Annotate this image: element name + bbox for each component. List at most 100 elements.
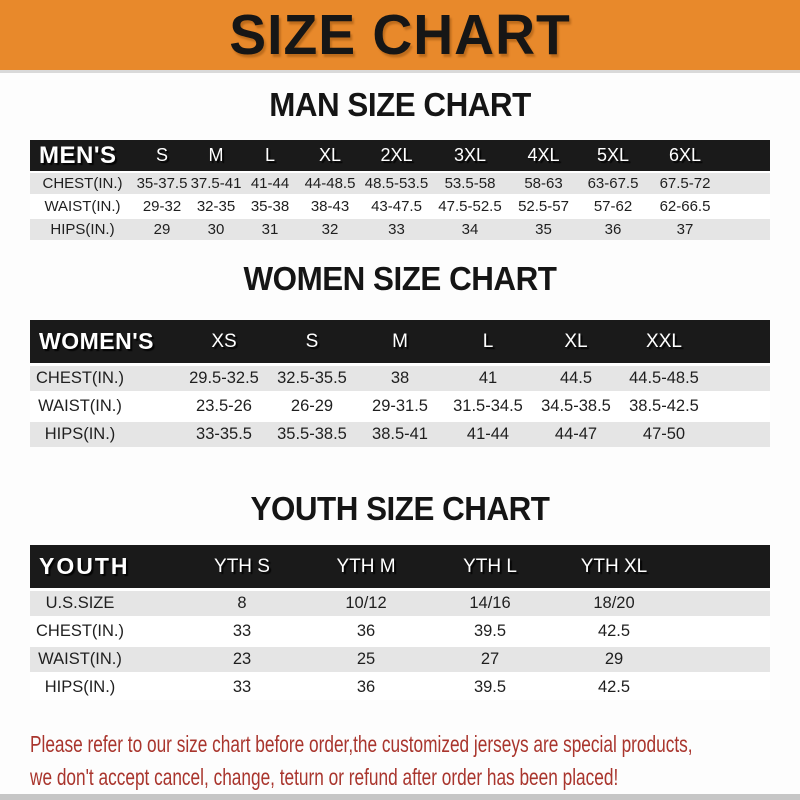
size-value: 47.5-52.5 xyxy=(430,194,510,218)
order-disclaimer: Please refer to our size chart before or… xyxy=(30,728,693,794)
size-value: 14/16 xyxy=(428,588,552,618)
page-title: SIZE CHART xyxy=(229,3,571,67)
size-value: 36 xyxy=(577,217,649,240)
men-chest-row: CHEST(IN.) 35-37.5 37.5-41 41-44 44-48.5… xyxy=(30,171,770,195)
filler-cell xyxy=(676,616,770,646)
men-col-header-m: M xyxy=(189,140,243,172)
size-value: 44.5 xyxy=(532,363,620,393)
size-value: 36 xyxy=(304,672,428,700)
youth-col-header-l: YTH L xyxy=(428,545,552,590)
row-label: WAIST(IN.) xyxy=(30,194,135,218)
size-value: 67.5-72 xyxy=(649,171,721,195)
size-value: 29 xyxy=(552,644,676,674)
women-size-table: WOMEN'S XS S M L XL XXL CHEST(IN.) 29.5-… xyxy=(30,320,770,447)
youth-header-row: YOUTH YTH S YTH M YTH L YTH XL xyxy=(30,545,770,590)
men-header-row: MEN'S S M L XL 2XL 3XL 4XL 5XL 6XL xyxy=(30,140,770,172)
row-label: HIPS(IN.) xyxy=(30,672,180,700)
women-col-header-xxl: XXL xyxy=(620,320,708,365)
youth-ussize-row: U.S.SIZE 8 10/12 14/16 18/20 xyxy=(30,588,770,618)
size-value: 44-48.5 xyxy=(297,171,363,195)
youth-hips-row: HIPS(IN.) 33 36 39.5 42.5 xyxy=(30,672,770,700)
women-col-header-xs: XS xyxy=(180,320,268,365)
youth-col-header-m: YTH M xyxy=(304,545,428,590)
size-value: 25 xyxy=(304,644,428,674)
size-value: 29-31.5 xyxy=(356,391,444,421)
size-value: 38 xyxy=(356,363,444,393)
banner: SIZE CHART xyxy=(0,0,800,73)
disclaimer-line-2: we don't accept cancel, change, teturn o… xyxy=(30,764,619,790)
men-col-header-xl: XL xyxy=(297,140,363,172)
men-col-header-4xl: 4XL xyxy=(510,140,577,172)
row-label: U.S.SIZE xyxy=(30,588,180,618)
size-value: 39.5 xyxy=(428,616,552,646)
women-col-header-s: S xyxy=(268,320,356,365)
size-value: 41-44 xyxy=(444,419,532,447)
size-value: 32-35 xyxy=(189,194,243,218)
size-value: 31.5-34.5 xyxy=(444,391,532,421)
size-value: 39.5 xyxy=(428,672,552,700)
size-value: 34 xyxy=(430,217,510,240)
women-waist-row: WAIST(IN.) 23.5-26 26-29 29-31.5 31.5-34… xyxy=(30,391,770,421)
women-section-heading: WOMEN SIZE CHART xyxy=(243,260,557,297)
size-value: 35-37.5 xyxy=(135,171,189,195)
men-col-header-2xl: 2XL xyxy=(363,140,430,172)
size-value: 43-47.5 xyxy=(363,194,430,218)
youth-table-title: YOUTH xyxy=(30,545,180,590)
youth-waist-row: WAIST(IN.) 23 25 27 29 xyxy=(30,644,770,674)
size-value: 48.5-53.5 xyxy=(363,171,430,195)
size-value: 29.5-32.5 xyxy=(180,363,268,393)
size-value: 52.5-57 xyxy=(510,194,577,218)
men-hips-row: HIPS(IN.) 29 30 31 32 33 34 35 36 37 xyxy=(30,217,770,240)
women-col-header-l: L xyxy=(444,320,532,365)
size-value: 30 xyxy=(189,217,243,240)
size-value: 32 xyxy=(297,217,363,240)
row-label: HIPS(IN.) xyxy=(30,217,135,240)
women-hips-row: HIPS(IN.) 33-35.5 35.5-38.5 38.5-41 41-4… xyxy=(30,419,770,447)
youth-col-header-s: YTH S xyxy=(180,545,304,590)
size-value: 33 xyxy=(180,672,304,700)
row-label: WAIST(IN.) xyxy=(30,391,180,421)
size-value: 37 xyxy=(649,217,721,240)
size-value: 27 xyxy=(428,644,552,674)
size-value: 63-67.5 xyxy=(577,171,649,195)
row-label: HIPS(IN.) xyxy=(30,419,180,447)
size-value: 23 xyxy=(180,644,304,674)
size-value: 58-63 xyxy=(510,171,577,195)
size-value: 37.5-41 xyxy=(189,171,243,195)
filler-cell xyxy=(676,588,770,618)
filler-cell xyxy=(721,194,770,218)
filler-cell xyxy=(676,644,770,674)
size-value: 18/20 xyxy=(552,588,676,618)
filler-cell xyxy=(708,391,770,421)
size-value: 44.5-48.5 xyxy=(620,363,708,393)
youth-chest-row: CHEST(IN.) 33 36 39.5 42.5 xyxy=(30,616,770,646)
women-table-title: WOMEN'S xyxy=(30,320,180,365)
size-value: 35-38 xyxy=(243,194,297,218)
disclaimer-line-1: Please refer to our size chart before or… xyxy=(30,731,693,757)
men-size-table: MEN'S S M L XL 2XL 3XL 4XL 5XL 6XL CHEST… xyxy=(30,140,770,240)
filler-cell xyxy=(708,363,770,393)
size-value: 57-62 xyxy=(577,194,649,218)
row-label: CHEST(IN.) xyxy=(30,616,180,646)
filler-cell xyxy=(676,672,770,700)
youth-col-header-xl: YTH XL xyxy=(552,545,676,590)
filler-cell xyxy=(676,545,770,590)
size-value: 41 xyxy=(444,363,532,393)
size-value: 29-32 xyxy=(135,194,189,218)
filler-cell xyxy=(708,320,770,365)
size-value: 8 xyxy=(180,588,304,618)
men-col-header-5xl: 5XL xyxy=(577,140,649,172)
image-bottom-edge xyxy=(0,794,800,800)
size-value: 23.5-26 xyxy=(180,391,268,421)
women-chest-row: CHEST(IN.) 29.5-32.5 32.5-35.5 38 41 44.… xyxy=(30,363,770,393)
size-value: 33 xyxy=(363,217,430,240)
women-col-header-m: M xyxy=(356,320,444,365)
size-value: 47-50 xyxy=(620,419,708,447)
men-waist-row: WAIST(IN.) 29-32 32-35 35-38 38-43 43-47… xyxy=(30,194,770,218)
size-value: 31 xyxy=(243,217,297,240)
filler-cell xyxy=(708,419,770,447)
size-value: 35.5-38.5 xyxy=(268,419,356,447)
filler-cell xyxy=(721,140,770,172)
women-header-row: WOMEN'S XS S M L XL XXL xyxy=(30,320,770,365)
